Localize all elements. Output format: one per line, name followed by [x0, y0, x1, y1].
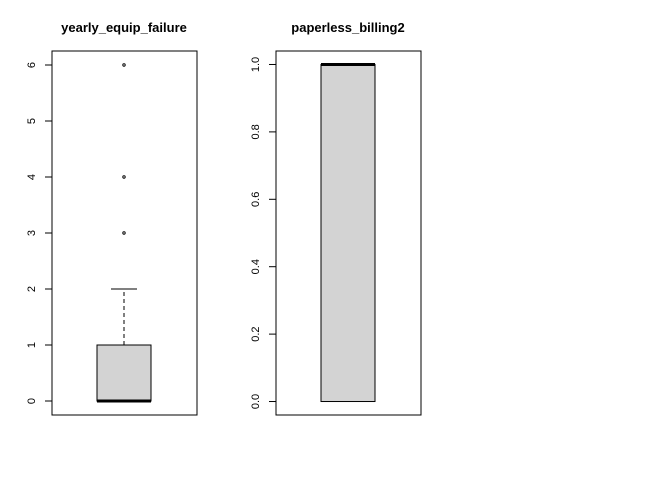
y-tick-label: 0.0	[250, 394, 262, 409]
y-tick-label: 1.0	[250, 57, 262, 72]
y-tick-label: 0.6	[250, 192, 262, 207]
y-tick-label: 3	[26, 230, 38, 236]
chart-title: yearly_equip_failure	[61, 20, 187, 35]
y-axis: 0.0 0.2 0.4 0.6 0.8 1.0	[250, 57, 277, 409]
boxplot-panel-yearly-equip-failure: yearly_equip_failure 0 1 2 3 4 5 6	[26, 20, 198, 416]
y-tick-label: 1	[26, 342, 38, 348]
y-tick-label: 5	[26, 118, 38, 124]
box-marks	[320, 62, 376, 403]
chart-title: paperless_billing2	[291, 20, 404, 35]
box-marks	[96, 63, 152, 403]
boxplot-panel-paperless-billing2: paperless_billing2 0.0 0.2 0.4 0.6 0.8 1.0	[250, 20, 422, 416]
y-tick-label: 0.2	[250, 326, 262, 341]
y-tick-label: 2	[26, 286, 38, 292]
box	[320, 63, 376, 403]
y-tick-label: 0.8	[250, 124, 262, 139]
outlier-point	[122, 63, 126, 67]
outlier-point	[122, 231, 126, 235]
outlier-point	[122, 175, 126, 179]
y-tick-label: 0	[26, 398, 38, 404]
y-axis: 0 1 2 3 4 5 6	[26, 62, 53, 404]
y-tick-label: 4	[26, 174, 38, 180]
y-tick-label: 0.4	[250, 259, 262, 274]
box	[96, 344, 152, 402]
y-tick-label: 6	[26, 62, 38, 68]
